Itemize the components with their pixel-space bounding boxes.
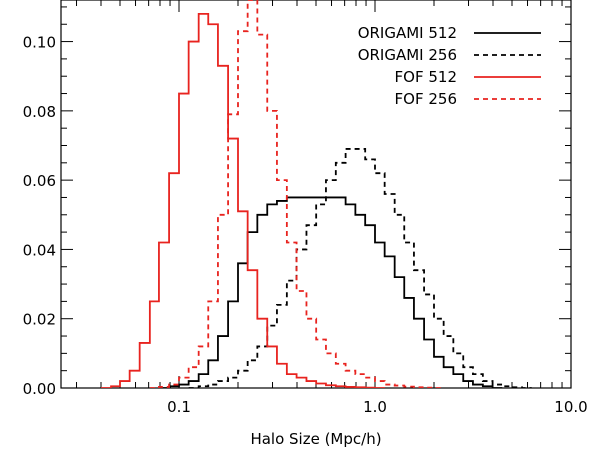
series-fof-512 bbox=[101, 12, 385, 388]
legend-label: FOF 512 bbox=[395, 68, 457, 86]
y-tick-label: 0.02 bbox=[23, 311, 56, 329]
x-tick-label: 1.0 bbox=[363, 398, 387, 416]
series-origami-256 bbox=[188, 148, 532, 388]
series-fof-256 bbox=[149, 0, 444, 388]
y-tick-label: 0.06 bbox=[23, 172, 56, 190]
y-tick-label: 0.04 bbox=[23, 241, 56, 259]
series-layer bbox=[101, 0, 532, 388]
legend-label: FOF 256 bbox=[395, 90, 457, 108]
legend-label: ORIGAMI 256 bbox=[358, 46, 457, 64]
series-origami-512 bbox=[160, 196, 503, 388]
x-tick-label: 0.1 bbox=[167, 398, 191, 416]
axis-tick-labels: 0.1 1.0 10.0 0.00 0.02 0.04 0.06 0.08 0.10 bbox=[23, 34, 588, 416]
y-tick-label: 0.10 bbox=[23, 34, 56, 52]
legend: ORIGAMI 512 ORIGAMI 256 FOF 512 FOF 256 bbox=[358, 24, 541, 108]
x-tick-label: 10.0 bbox=[554, 398, 587, 416]
legend-label: ORIGAMI 512 bbox=[358, 24, 457, 42]
y-tick-label: 0.08 bbox=[23, 103, 56, 121]
y-tick-label: 0.00 bbox=[23, 380, 56, 398]
x-axis-title: Halo Size (Mpc/h) bbox=[250, 430, 381, 448]
